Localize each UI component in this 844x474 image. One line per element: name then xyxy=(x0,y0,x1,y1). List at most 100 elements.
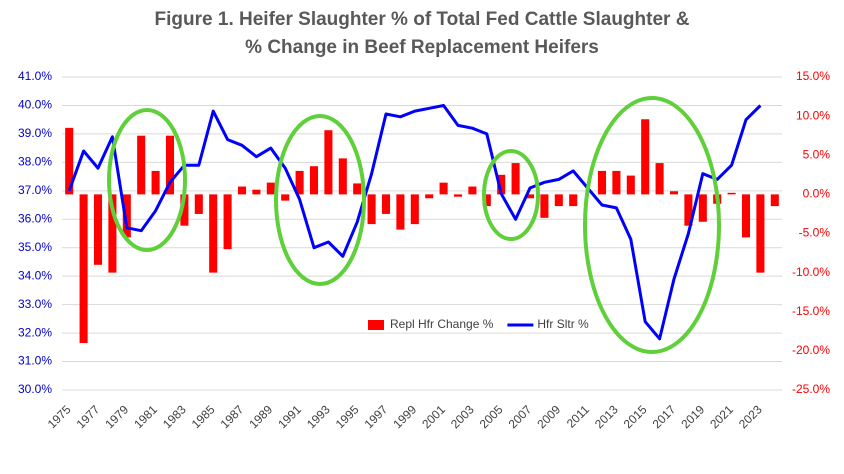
x-tick-label: 2023 xyxy=(736,402,765,431)
highlight-ellipse xyxy=(482,149,540,241)
bar xyxy=(237,186,247,195)
y2-tick-label: -5.0% xyxy=(799,226,831,240)
bar xyxy=(525,194,535,199)
x-tick-label: 1981 xyxy=(131,402,160,431)
bar xyxy=(338,158,347,195)
y-tick-label: 34.0% xyxy=(18,268,52,282)
x-tick-label: 2003 xyxy=(448,402,477,431)
bar xyxy=(353,183,362,195)
bar xyxy=(727,192,736,195)
y2-tick-label: 10.0% xyxy=(796,108,830,122)
bar xyxy=(252,189,261,195)
y2-tick-label: 15.0% xyxy=(796,69,830,83)
y-tick-label: 38.0% xyxy=(18,155,52,169)
y-tick-label: 35.0% xyxy=(18,240,52,254)
bar xyxy=(108,194,117,273)
y-tick-label: 30.0% xyxy=(18,382,52,396)
bar xyxy=(137,135,146,195)
bar xyxy=(684,194,693,226)
bar xyxy=(93,194,103,265)
bar xyxy=(367,194,376,225)
bar xyxy=(756,194,765,273)
bar xyxy=(698,194,707,222)
x-tick-label: 1995 xyxy=(333,402,362,431)
bar xyxy=(597,170,607,195)
y2-tick-label: -15.0% xyxy=(792,304,830,318)
bar xyxy=(122,194,131,238)
x-tick-label: 2011 xyxy=(564,402,592,430)
x-tick-label: 2015 xyxy=(621,402,650,431)
bar xyxy=(151,170,160,195)
bar xyxy=(641,119,650,195)
bar xyxy=(180,194,189,226)
legend-label: Hfr Sltr % xyxy=(537,317,589,331)
bar xyxy=(281,194,290,201)
highlight-ellipses xyxy=(107,96,721,354)
x-tick-label: 1993 xyxy=(304,402,333,431)
bar xyxy=(309,166,319,195)
x-tick-label: 1983 xyxy=(160,402,189,431)
y-tick-label: 31.0% xyxy=(18,354,52,368)
y2-tick-label: -20.0% xyxy=(792,343,830,357)
x-tick-label: 1989 xyxy=(246,402,275,431)
bar xyxy=(266,182,275,195)
y-tick-label: 39.0% xyxy=(18,126,52,140)
bar xyxy=(612,170,621,195)
bar xyxy=(165,135,175,195)
x-tick-label: 1987 xyxy=(218,402,247,431)
chart-title: % Change in Beef Replacement Heifers xyxy=(245,37,599,58)
highlight-ellipse xyxy=(583,96,721,354)
bar xyxy=(439,182,448,195)
bar xyxy=(453,194,463,197)
x-tick-label: 2005 xyxy=(477,402,506,431)
bar xyxy=(626,175,635,195)
x-tick-label: 2007 xyxy=(506,402,535,431)
bar xyxy=(468,186,477,195)
x-tick-label: 1985 xyxy=(189,402,218,431)
y2-tick-label: -25.0% xyxy=(792,382,830,396)
highlight-ellipse xyxy=(107,108,187,252)
highlight-ellipse xyxy=(274,114,366,286)
y-tick-label: 37.0% xyxy=(18,183,52,197)
bar xyxy=(381,194,391,214)
x-tick-label: 1977 xyxy=(74,402,103,431)
bar xyxy=(770,194,779,207)
x-tick-label: 2001 xyxy=(419,402,448,431)
bar xyxy=(324,130,333,195)
chart-title: Figure 1. Heifer Slaughter % of Total Fe… xyxy=(155,9,690,30)
x-tick-label: 2009 xyxy=(534,402,563,431)
bar xyxy=(482,194,491,207)
legend: Repl Hfr Change % Hfr Sltr % xyxy=(368,317,589,331)
x-tick-label: 2013 xyxy=(592,402,621,431)
bar xyxy=(497,174,506,195)
legend-swatch xyxy=(368,320,384,330)
y-tick-label: 40.0% xyxy=(18,98,52,112)
y2-tick-label: 0.0% xyxy=(803,187,831,201)
x-tick-label: 1979 xyxy=(102,402,131,431)
y2-tick-label: 5.0% xyxy=(803,147,831,161)
bar xyxy=(425,194,434,199)
bar xyxy=(65,127,74,195)
bar xyxy=(410,194,419,225)
x-tick-label: 2017 xyxy=(650,402,679,431)
y-tick-label: 36.0% xyxy=(18,211,52,225)
y-tick-label: 33.0% xyxy=(18,297,52,311)
bar xyxy=(540,194,549,218)
bar xyxy=(194,194,203,214)
x-tick-label: 1991 xyxy=(275,402,304,431)
bar xyxy=(79,194,88,344)
y-tick-label: 41.0% xyxy=(18,69,52,83)
bar xyxy=(569,194,578,207)
y2-tick-label: -10.0% xyxy=(792,265,830,279)
legend-label: Repl Hfr Change % xyxy=(390,317,494,331)
x-tick-label: 1975 xyxy=(45,402,74,431)
bar xyxy=(655,163,664,195)
bar xyxy=(396,194,405,230)
bar xyxy=(741,194,751,238)
bar xyxy=(223,194,232,250)
x-tick-label: 1999 xyxy=(390,402,419,431)
bar xyxy=(295,170,304,195)
bar xyxy=(209,194,218,273)
x-tick-label: 1997 xyxy=(362,402,391,431)
